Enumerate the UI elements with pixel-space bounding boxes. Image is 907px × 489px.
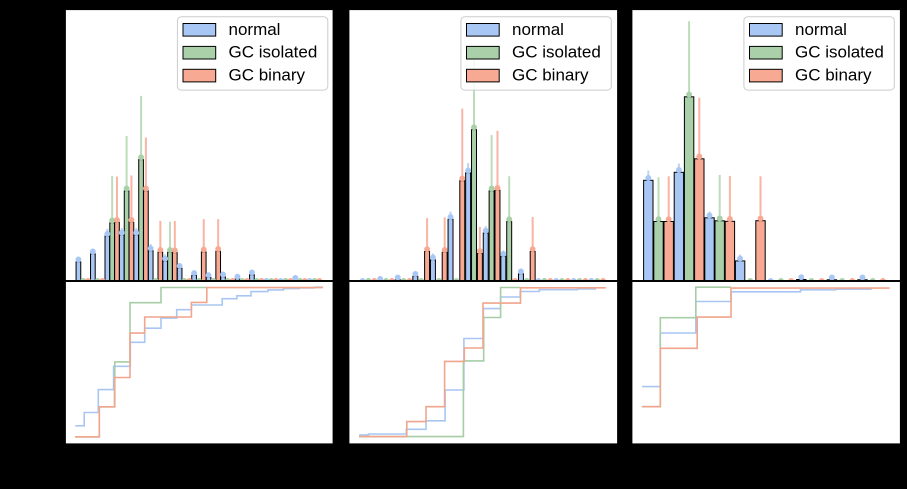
- svg-text:normal: normal: [512, 20, 564, 39]
- svg-text:GC isolated: GC isolated: [229, 43, 318, 62]
- svg-text:GC binary: GC binary: [229, 66, 306, 85]
- svg-text:GC binary: GC binary: [795, 66, 872, 85]
- svg-text:GC isolated: GC isolated: [512, 43, 601, 62]
- svg-text:GC binary: GC binary: [512, 66, 589, 85]
- svg-text:GC isolated: GC isolated: [795, 43, 884, 62]
- svg-text:normal: normal: [229, 20, 281, 39]
- svg-text:normal: normal: [795, 20, 847, 39]
